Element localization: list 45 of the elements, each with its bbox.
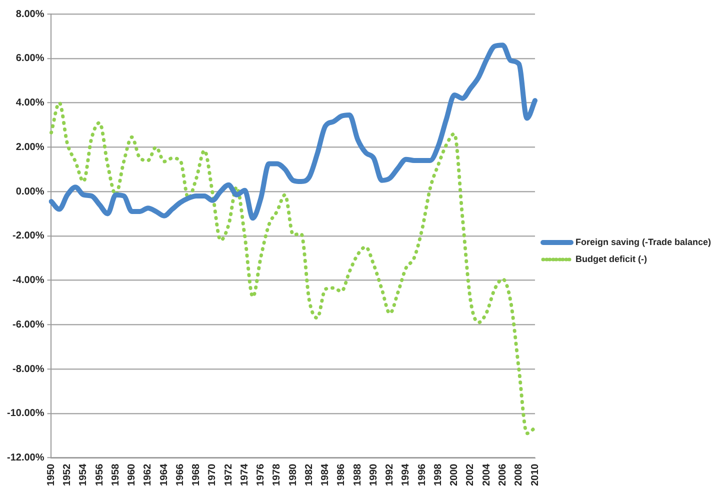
x-tick-label: 1992 — [384, 463, 396, 486]
x-tick-label: 1966 — [174, 463, 186, 486]
x-tick-label: 1960 — [126, 463, 138, 486]
x-tick-label: 1970 — [207, 463, 218, 486]
x-tick-label: 2010 — [530, 463, 541, 486]
x-tick-label: 1990 — [368, 463, 380, 486]
x-tick-label: 1956 — [94, 463, 106, 486]
x-tick-label: 2006 — [498, 463, 508, 486]
x-tick-label: 2000 — [449, 463, 460, 486]
x-tick-label: 2008 — [514, 463, 525, 486]
x-tick-label: 1962 — [142, 463, 154, 486]
x-tick-label: 1952 — [62, 463, 74, 486]
y-tick-label: 2.00% — [16, 142, 44, 153]
y-tick-label: -2.00% — [12, 230, 44, 242]
x-tick-label: 1996 — [416, 463, 428, 486]
x-tick-label: 1978 — [272, 463, 283, 486]
legend-label: Foreign saving (-Trade balance) — [576, 236, 712, 247]
x-tick-label: 1976 — [256, 463, 267, 486]
x-tick-label: 1980 — [288, 463, 299, 486]
x-tick-label: 1972 — [223, 463, 234, 486]
legend-label: Budget deficit (-) — [576, 254, 647, 264]
x-tick-label: 1950 — [46, 463, 57, 486]
y-tick-label: -8.00% — [12, 364, 44, 375]
x-tick-label: 2002 — [465, 463, 476, 486]
line-series — [49, 101, 537, 436]
x-tick-label: 1986 — [336, 463, 348, 486]
y-tick-label: 0.00% — [16, 186, 44, 198]
x-tick-label: 1964 — [158, 463, 170, 486]
x-tick-label: 1974 — [240, 463, 250, 486]
x-tick-label: 1988 — [352, 463, 364, 486]
x-tick-label: 1998 — [433, 463, 444, 486]
y-tick-label: -4.00% — [12, 275, 44, 286]
x-tick-label: 1982 — [304, 463, 315, 486]
x-tick-label: 1994 — [400, 463, 412, 486]
x-tick-label: 1968 — [191, 463, 202, 486]
x-tick-label: 1984 — [320, 463, 332, 486]
y-tick-label: -12.00% — [6, 452, 44, 464]
y-tick-label: -6.00% — [12, 319, 44, 330]
x-tick-label: 2004 — [481, 463, 492, 486]
y-tick-label: 4.00% — [16, 98, 44, 108]
x-tick-label: 1954 — [78, 463, 90, 486]
y-tick-label: 8.00% — [16, 8, 44, 20]
y-tick-label: 6.00% — [16, 53, 44, 64]
y-tick-label: -10.00% — [6, 408, 44, 420]
x-tick-label: 1958 — [110, 463, 122, 486]
